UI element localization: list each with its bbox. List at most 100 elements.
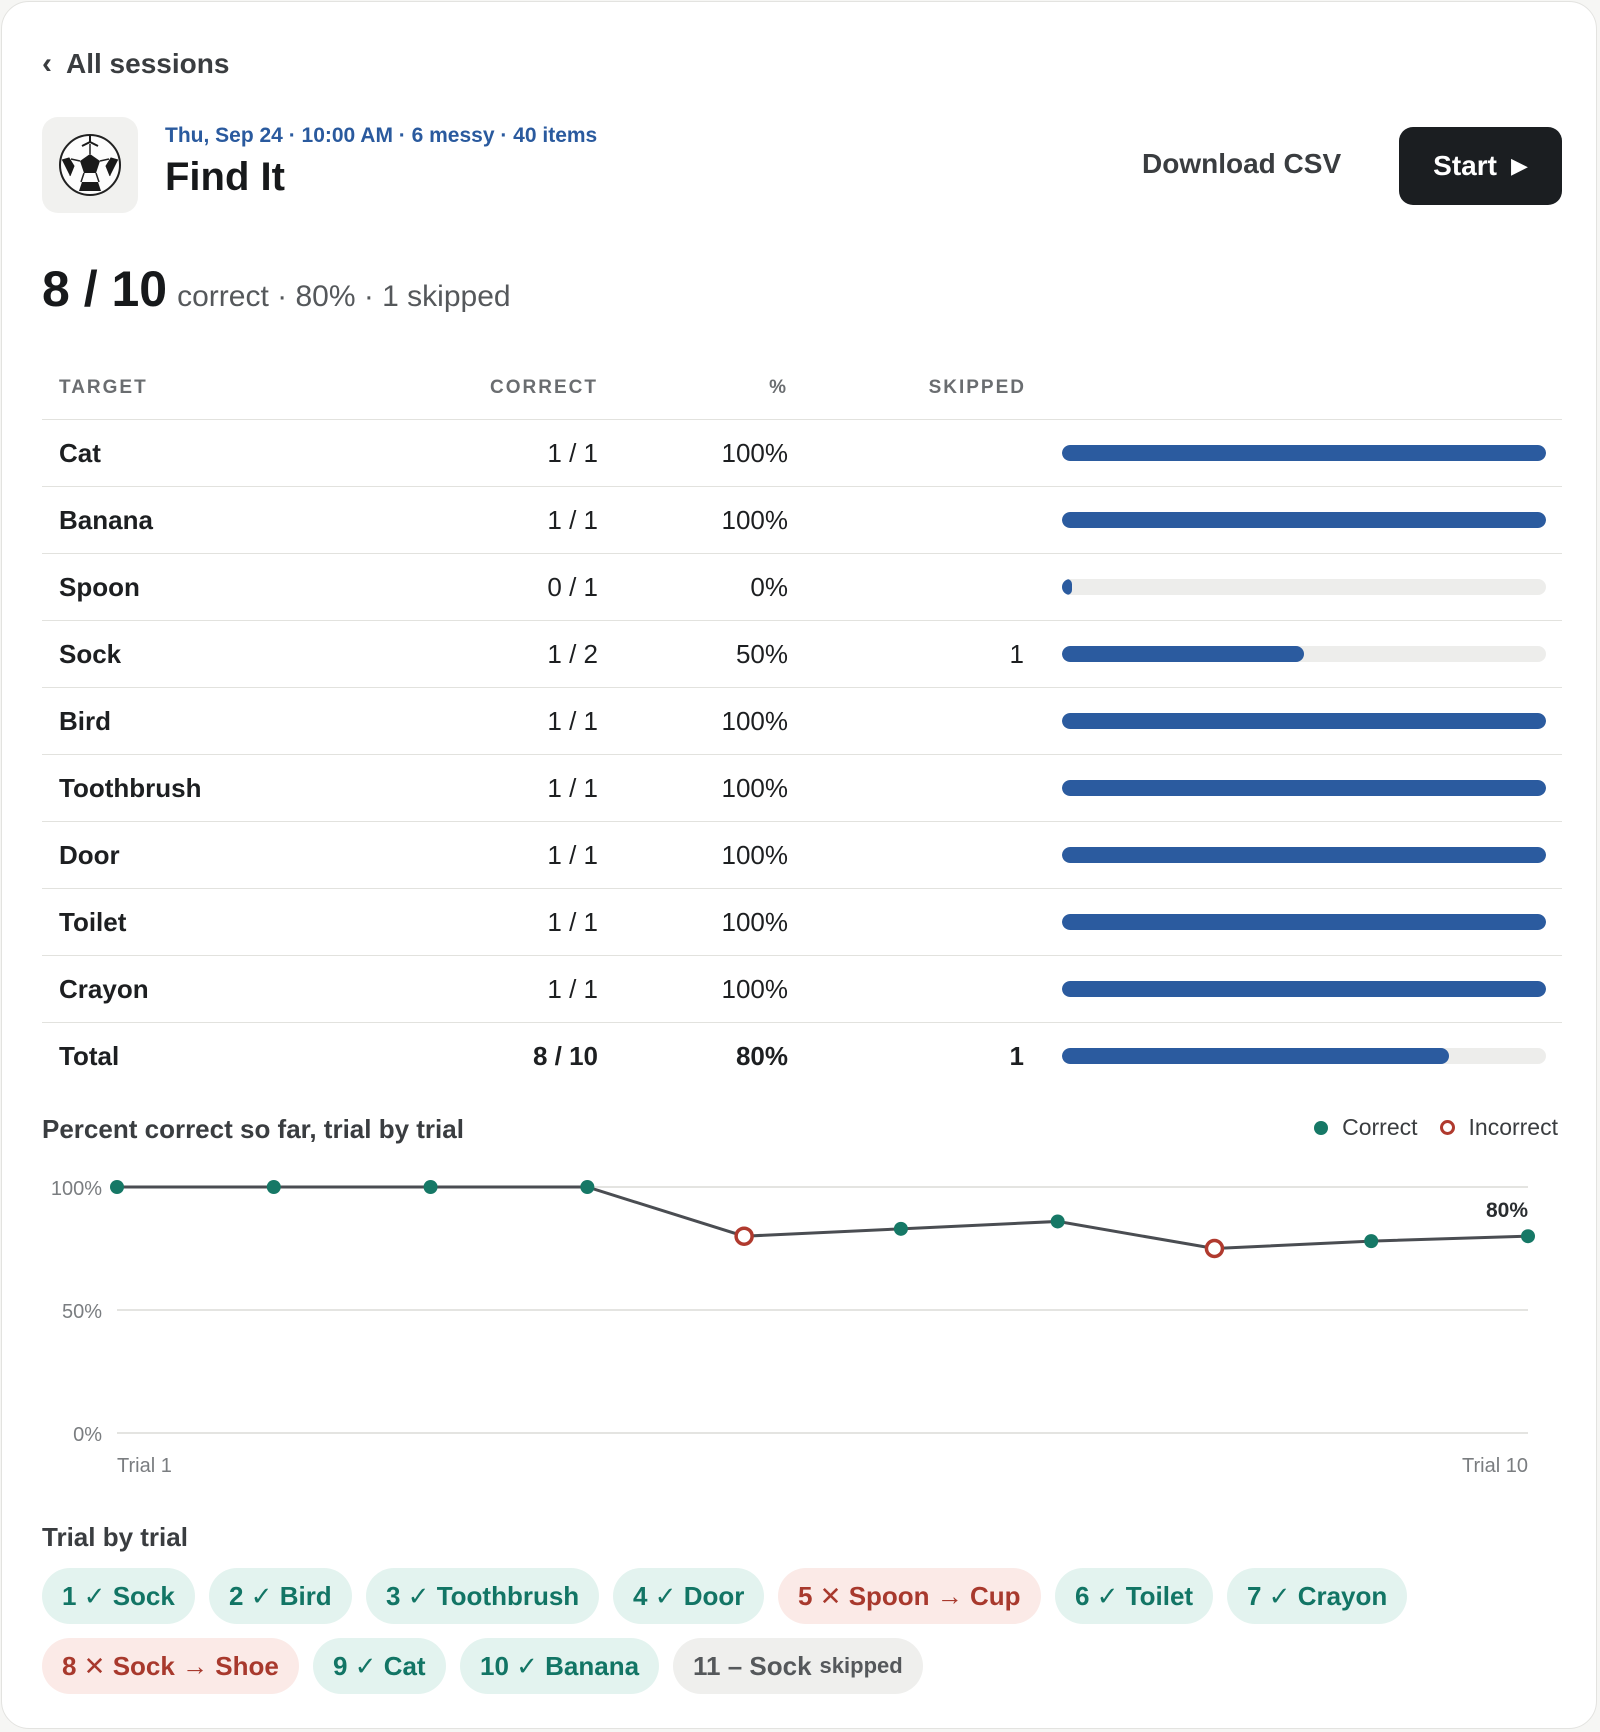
progress-bar bbox=[1062, 512, 1546, 528]
correct-dot-icon bbox=[1314, 1120, 1329, 1135]
header-percent: % bbox=[769, 377, 788, 398]
table-row: Cat 1 / 1 100% bbox=[42, 420, 1562, 487]
trial-chip[interactable]: 5 ✕ Spoon → Cup bbox=[778, 1568, 1041, 1624]
progress-bar-fill bbox=[1062, 512, 1546, 528]
progress-bar bbox=[1062, 1048, 1546, 1064]
session-meta: Thu, Sep 24 · 10:00 AM · 6 messy · 40 it… bbox=[165, 124, 598, 147]
target-cell: Bird bbox=[59, 706, 111, 736]
soccer-ball-icon bbox=[59, 134, 121, 196]
trial-chip-label: 5 ✕ Spoon → Cup bbox=[798, 1580, 1021, 1611]
chart-legend: Correct Incorrect bbox=[1292, 1114, 1558, 1141]
y-tick-label: 0% bbox=[73, 1424, 102, 1446]
trial-chip-label: 10 ✓ Banana bbox=[480, 1650, 640, 1681]
legend-incorrect: Incorrect bbox=[1439, 1114, 1558, 1141]
progress-bar-fill bbox=[1062, 646, 1304, 662]
progress-bar-fill bbox=[1062, 445, 1546, 461]
progress-bar bbox=[1062, 579, 1546, 595]
progress-bar-fill bbox=[1062, 981, 1546, 997]
start-button[interactable]: Start ▶ bbox=[1399, 127, 1562, 205]
score-summary: 8 / 10 correct · 80% · 1 skipped bbox=[42, 260, 511, 318]
correct-cell: 1 / 1 bbox=[547, 840, 598, 870]
target-cell: Spoon bbox=[59, 572, 140, 602]
percent-cell: 100% bbox=[721, 840, 789, 870]
trial-chip-label: 6 ✓ Toilet bbox=[1075, 1580, 1194, 1611]
legend-incorrect-label: Incorrect bbox=[1468, 1114, 1558, 1140]
table-row: Spoon 0 / 1 0% bbox=[42, 554, 1562, 621]
y-tick-label: 100% bbox=[51, 1178, 102, 1200]
progress-bar-fill bbox=[1062, 713, 1546, 729]
trial-line-chart: 100% 50% 0% Trial 1 Trial 10 80% bbox=[51, 1178, 1535, 1477]
trial-chip[interactable]: 7 ✓ Crayon bbox=[1227, 1568, 1408, 1624]
trial-chip-label: 4 ✓ Door bbox=[633, 1580, 745, 1611]
percent-cell: 100% bbox=[721, 438, 789, 468]
trial-chip[interactable]: 10 ✓ Banana bbox=[460, 1638, 660, 1694]
correct-cell: 1 / 1 bbox=[547, 706, 598, 736]
play-icon: ▶ bbox=[1510, 153, 1528, 178]
x-tick-label: Trial 1 bbox=[117, 1455, 172, 1477]
progress-bar bbox=[1062, 780, 1546, 796]
table-row: Door 1 / 1 100% bbox=[42, 822, 1562, 889]
legend-correct: Correct bbox=[1314, 1114, 1418, 1141]
trial-chip[interactable]: 4 ✓ Door bbox=[613, 1568, 765, 1624]
trial-chip-label: 8 ✕ Sock → Shoe bbox=[62, 1650, 279, 1681]
progress-bar bbox=[1062, 445, 1546, 461]
trial-chip[interactable]: 2 ✓ Bird bbox=[209, 1568, 352, 1624]
skipped-cell: 1 bbox=[1009, 1041, 1024, 1071]
score-details: correct · 80% · 1 skipped bbox=[177, 280, 511, 313]
incorrect-ring-icon bbox=[1439, 1120, 1455, 1135]
correct-point bbox=[423, 1180, 438, 1194]
chart-title: Percent correct so far, trial by trial bbox=[42, 1114, 464, 1144]
skipped-cell: 1 bbox=[1009, 639, 1024, 669]
progress-bar bbox=[1062, 713, 1546, 729]
trial-chip[interactable]: 6 ✓ Toilet bbox=[1055, 1568, 1214, 1624]
target-cell: Crayon bbox=[59, 974, 149, 1004]
page-title: Find It bbox=[165, 155, 285, 199]
percent-cell: 100% bbox=[721, 773, 789, 803]
progress-bar-fill bbox=[1062, 847, 1546, 863]
trial-chip-label: 1 ✓ Sock bbox=[62, 1580, 175, 1611]
percent-cell: 100% bbox=[721, 505, 789, 535]
table-row: Banana 1 / 1 100% bbox=[42, 487, 1562, 554]
trial-chip-label: 2 ✓ Bird bbox=[229, 1580, 332, 1611]
progress-bar-fill bbox=[1062, 914, 1546, 930]
target-cell: Toilet bbox=[59, 907, 127, 937]
progress-bar-fill bbox=[1062, 579, 1072, 595]
trial-chip[interactable]: 8 ✕ Sock → Shoe bbox=[42, 1638, 299, 1694]
incorrect-point bbox=[1204, 1238, 1225, 1259]
correct-cell: 1 / 1 bbox=[547, 505, 598, 535]
trial-chip[interactable]: 11 – Sock skipped bbox=[673, 1638, 923, 1694]
incorrect-point bbox=[734, 1226, 754, 1246]
trial-by-trial-title: Trial by trial bbox=[42, 1522, 188, 1552]
back-link[interactable]: ‹ All sessions bbox=[42, 48, 229, 80]
correct-cell: 1 / 1 bbox=[547, 773, 598, 803]
percent-cell: 100% bbox=[721, 706, 789, 736]
progress-bar bbox=[1062, 847, 1546, 863]
trial-chip-label: 9 ✓ Cat bbox=[333, 1650, 426, 1681]
header-target: TARGET bbox=[59, 377, 148, 398]
start-label: Start bbox=[1433, 150, 1497, 181]
target-cell: Sock bbox=[59, 639, 122, 669]
correct-point bbox=[1364, 1234, 1379, 1249]
table-row: Bird 1 / 1 100% bbox=[42, 688, 1562, 755]
correct-point bbox=[1050, 1214, 1065, 1229]
header-correct: CORRECT bbox=[490, 377, 598, 398]
correct-cell: 0 / 1 bbox=[547, 572, 598, 602]
progress-bar-fill bbox=[1062, 1048, 1450, 1064]
percent-cell: 100% bbox=[721, 907, 789, 937]
trial-chip[interactable]: 9 ✓ Cat bbox=[313, 1638, 446, 1694]
table-row: Toilet 1 / 1 100% bbox=[42, 889, 1562, 956]
correct-point bbox=[893, 1221, 908, 1236]
table-row: Toothbrush 1 / 1 100% bbox=[42, 755, 1562, 822]
target-cell: Banana bbox=[59, 505, 153, 535]
download-csv-button[interactable]: Download CSV bbox=[1142, 148, 1342, 179]
progress-bar-fill bbox=[1062, 780, 1546, 796]
series-line bbox=[117, 1185, 1529, 1251]
trial-chip[interactable]: 3 ✓ Toothbrush bbox=[366, 1568, 600, 1624]
trial-chip[interactable]: 1 ✓ Sock bbox=[42, 1568, 195, 1624]
score-value: 8 / 10 bbox=[42, 261, 168, 317]
target-cell: Toothbrush bbox=[59, 773, 202, 803]
table-row: Crayon 1 / 1 100% bbox=[42, 956, 1562, 1023]
progress-bar bbox=[1062, 981, 1546, 997]
correct-point bbox=[1521, 1229, 1535, 1244]
results-table: TARGET CORRECT % SKIPPED Cat 1 / 1 100% Ban… bbox=[42, 367, 1562, 1089]
